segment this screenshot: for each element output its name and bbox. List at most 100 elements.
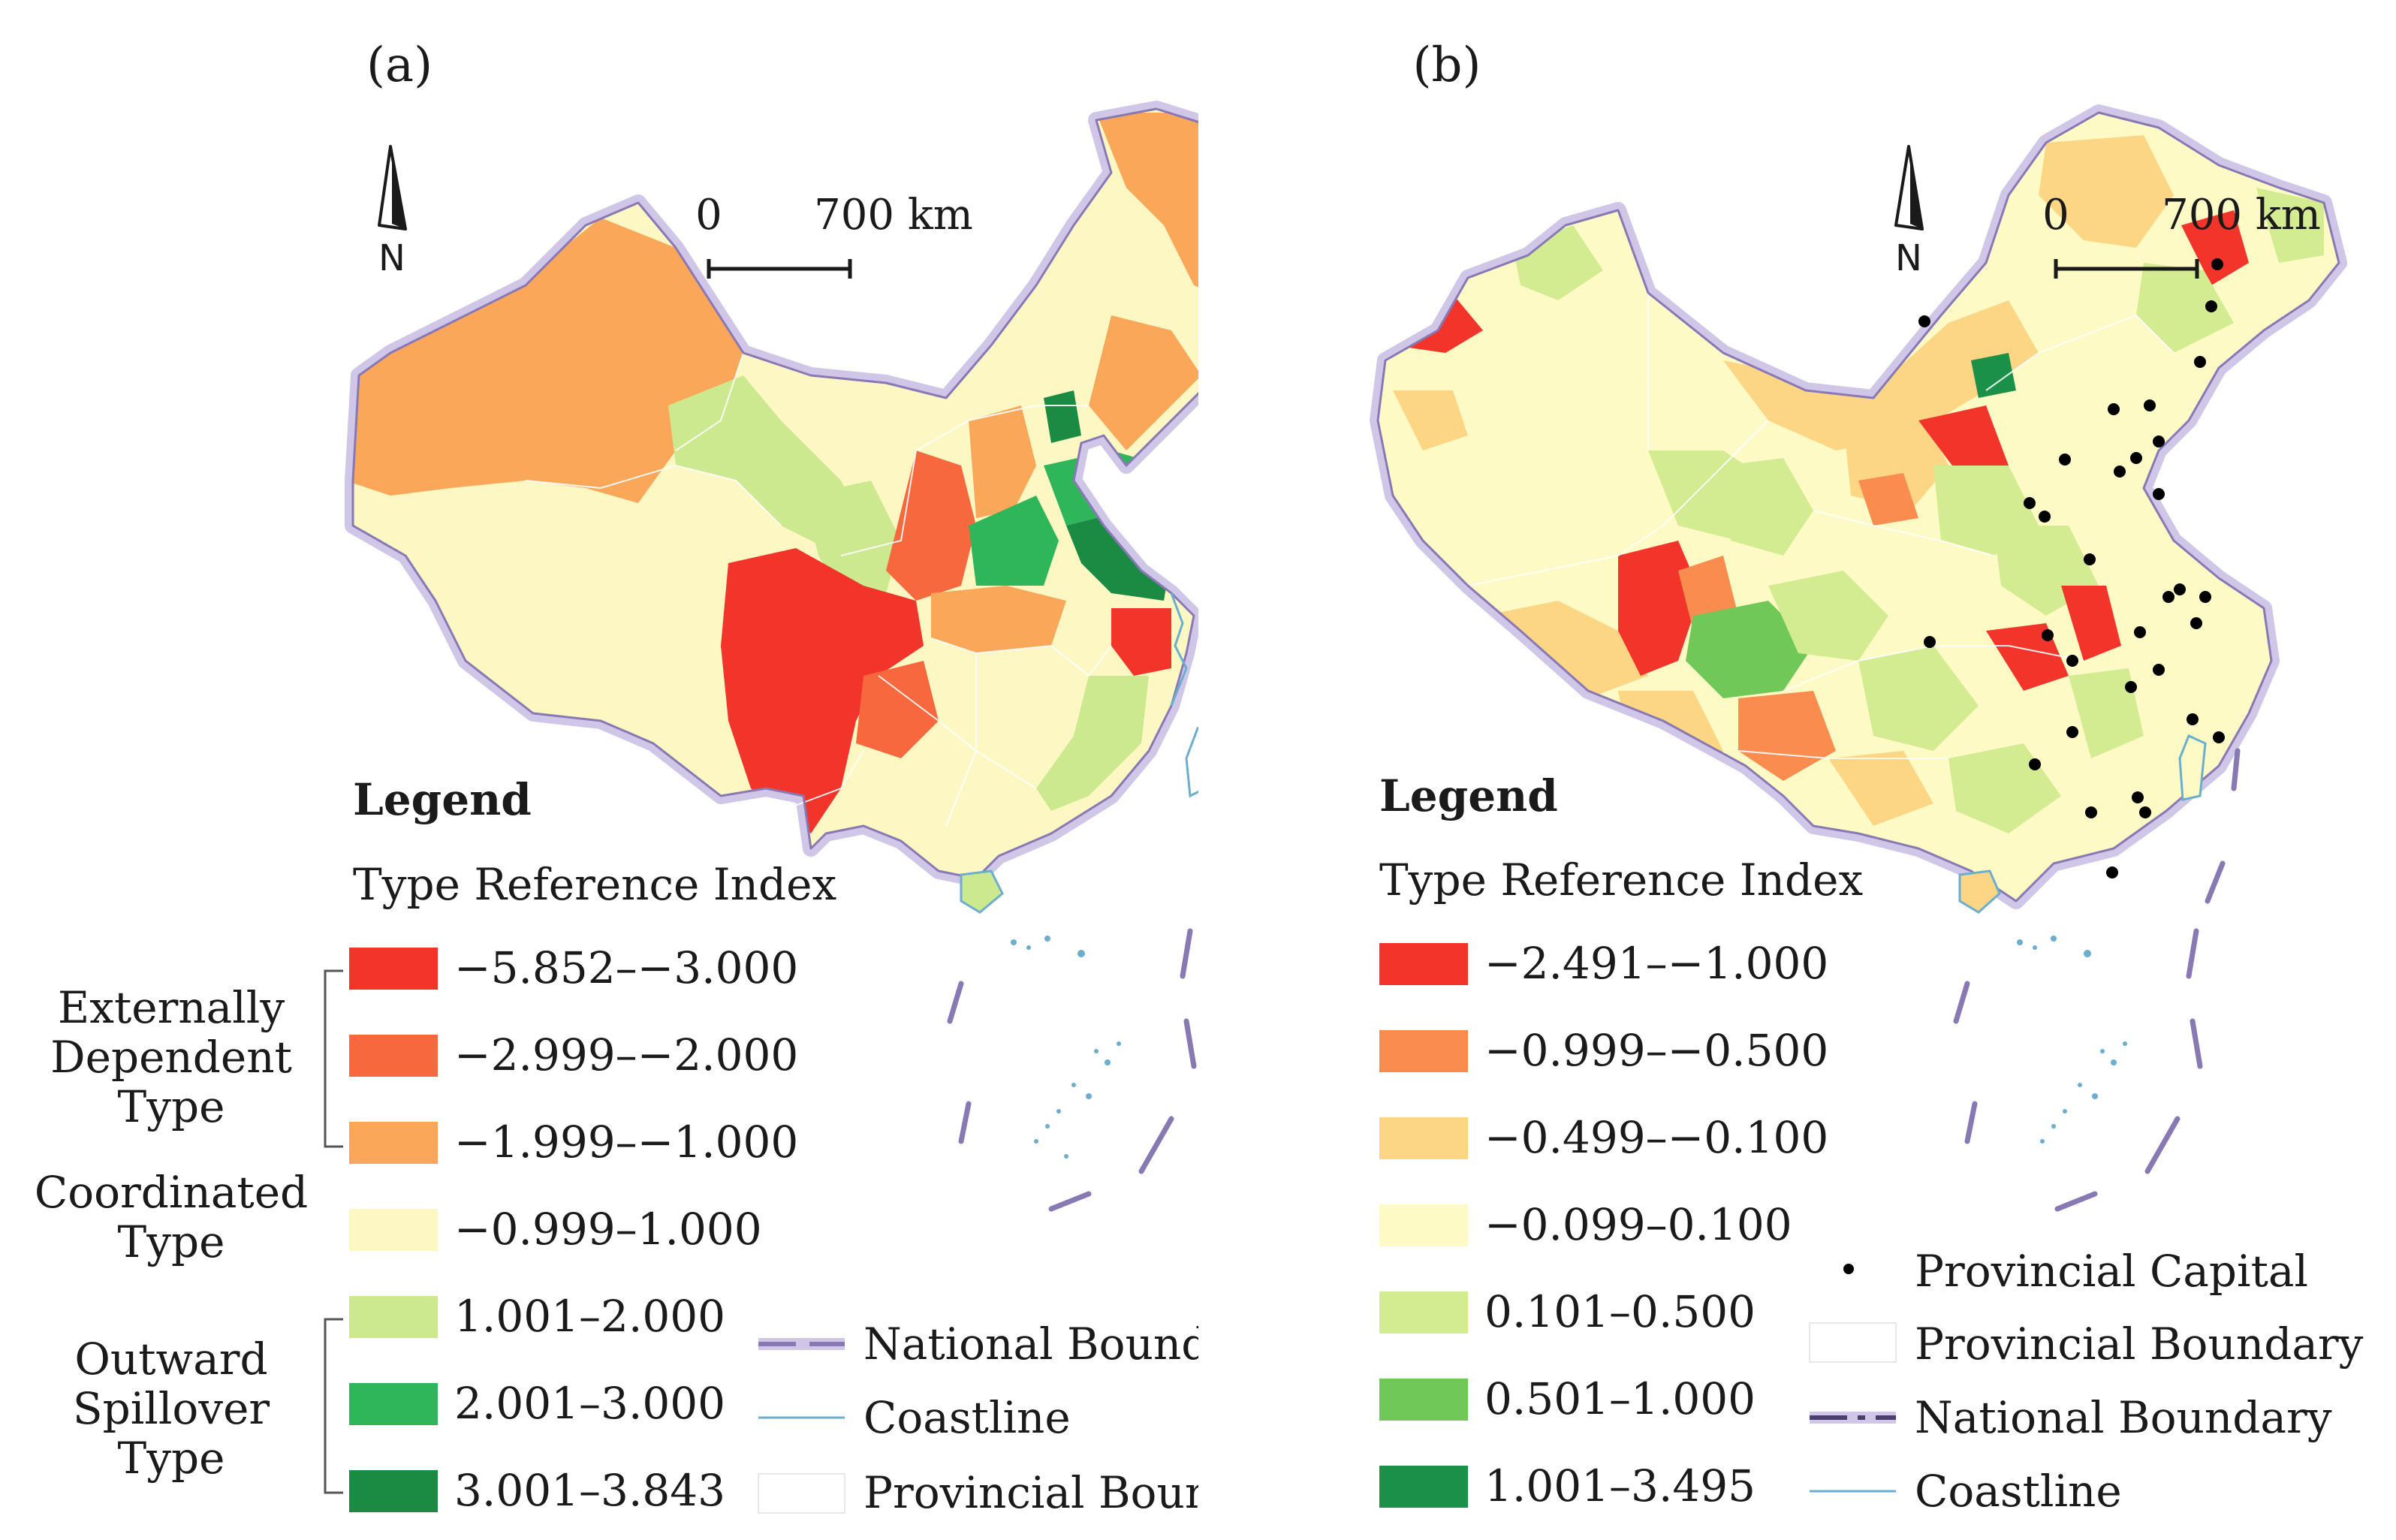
national-boundary-b bbox=[1376, 111, 2340, 903]
region-fujian bbox=[1036, 676, 1149, 811]
legend-swatch-a-4 bbox=[349, 1296, 438, 1338]
regions-a bbox=[353, 109, 1198, 878]
region-xj-orange-b bbox=[1393, 390, 1468, 451]
region-shaanxi bbox=[886, 451, 976, 601]
legend-swatch-b-5 bbox=[1379, 1379, 1468, 1421]
scale-dist-a: 700 km bbox=[814, 191, 973, 240]
legend-label-a-5: 2.001–3.000 bbox=[454, 1378, 725, 1429]
region-inner-mongolia-b bbox=[1723, 300, 2039, 451]
region-tibet-b bbox=[1483, 601, 1648, 698]
legend-group-a-2-line-0: Outward bbox=[74, 1334, 267, 1385]
legend-coastline-label-a: Coastline bbox=[863, 1392, 1071, 1443]
legend-swatch-a-6 bbox=[349, 1470, 438, 1512]
legend-title-b: Legend bbox=[1379, 770, 1558, 821]
scale-bar-a: 0 700 km bbox=[695, 191, 973, 279]
coastline-a bbox=[1170, 592, 1188, 707]
north-label-b: N bbox=[1895, 237, 1922, 279]
region-guangxi-b bbox=[1828, 751, 1933, 826]
legend-swatch-a-5 bbox=[349, 1383, 438, 1425]
legend-group-a-0-line-0: Externally bbox=[58, 982, 285, 1033]
legend-coastline-label-b: Coastline bbox=[1915, 1466, 2122, 1517]
region-hubei-b bbox=[1768, 571, 1888, 661]
legend-provincial-swatch-a bbox=[758, 1473, 845, 1514]
legend-label-a-2: −1.999–−1.000 bbox=[454, 1117, 798, 1168]
legend-group-a-0-line-2: Type bbox=[118, 1081, 225, 1132]
region-shanxi bbox=[969, 405, 1036, 518]
region-fujian-b bbox=[2069, 668, 2144, 758]
south-sea-boundary-b bbox=[1953, 748, 2241, 1212]
legend-group-a-2-line-2: Type bbox=[118, 1433, 225, 1484]
region-guizhou-b bbox=[1738, 691, 1836, 781]
region-ningxia bbox=[803, 481, 901, 593]
north-label-a: N bbox=[378, 237, 405, 279]
legend-label-a-6: 3.001–3.843 bbox=[454, 1465, 725, 1516]
region-jilin bbox=[1089, 315, 1198, 451]
legend-label-b-1: −0.999–−0.500 bbox=[1484, 1025, 1828, 1076]
legend-swatch-b-3 bbox=[1379, 1204, 1468, 1246]
brace-external-a bbox=[324, 969, 343, 1148]
legend-swatch-a-1 bbox=[349, 1035, 438, 1077]
legend-swatch-b-1 bbox=[1379, 1030, 1468, 1072]
legend-provincial-label-b: Provincial Boundary bbox=[1915, 1318, 2364, 1370]
taiwan-b bbox=[2178, 734, 2207, 801]
legend-classes-a: −5.852–−3.000 −2.999–−2.000 −1.999–−1.000 −… bbox=[349, 942, 798, 1516]
legend-national-label-b: National Boundary bbox=[1915, 1392, 2332, 1443]
scale-bar-b: 0 700 km bbox=[2042, 191, 2321, 279]
legend-swatch-a-3 bbox=[349, 1209, 438, 1251]
legend-swatch-b-4 bbox=[1379, 1291, 1468, 1334]
region-harbin-b bbox=[2181, 210, 2249, 285]
legend-swatch-b-2 bbox=[1379, 1117, 1468, 1159]
legend-label-a-4: 1.001–2.000 bbox=[454, 1291, 725, 1342]
region-guizhou bbox=[856, 661, 939, 758]
provincial-boundaries-a bbox=[525, 352, 1112, 827]
region-hubei bbox=[931, 586, 1066, 653]
legend-a: Legend Type Reference Index −5.852–−3.00… bbox=[35, 774, 1198, 1518]
legend-swatch-b-0 bbox=[1379, 943, 1468, 985]
national-boundary-a bbox=[351, 107, 1198, 880]
region-beijing-b bbox=[1971, 353, 2016, 398]
legend-subtitle-a: Type Reference Index bbox=[353, 859, 836, 910]
scale-zero-a: 0 bbox=[695, 191, 722, 240]
region-heilongjiang bbox=[1096, 113, 1198, 308]
region-beijing bbox=[1044, 390, 1081, 443]
legend-provincial-label-a: Provincial Boundary bbox=[863, 1467, 1198, 1518]
legend-label-a-3: −0.999–1.000 bbox=[454, 1204, 762, 1255]
brace-outward-a bbox=[324, 1318, 343, 1494]
panel-a: N 0 700 km (a) Legend Type Reference Ind… bbox=[35, 38, 1198, 1518]
region-shaanxi-b bbox=[1723, 458, 1813, 556]
region-henan bbox=[969, 496, 1059, 586]
legend-subtitle-b: Type Reference Index bbox=[1379, 854, 1863, 906]
panel-label-b: (b) bbox=[1413, 38, 1481, 93]
region-shanxi-orange-b bbox=[1858, 473, 1918, 526]
provincial-capitals-b bbox=[1918, 258, 2225, 878]
region-zhejiang bbox=[1111, 608, 1171, 676]
taiwan-a bbox=[1185, 726, 1198, 798]
legend-label-b-0: −2.491–−1.000 bbox=[1484, 938, 1828, 989]
legend-group-a-1-line-0: Coordinated bbox=[35, 1167, 308, 1218]
panel-label-a: (a) bbox=[366, 38, 432, 93]
north-arrow-b: N bbox=[1894, 145, 1924, 279]
legend-capital-swatch-b bbox=[1843, 1264, 1854, 1274]
region-hangzhou-b bbox=[2061, 586, 2121, 661]
legend-national-label-a: National Boundary bbox=[863, 1318, 1198, 1370]
north-arrow-a: N bbox=[378, 145, 407, 279]
south-sea-islands-a bbox=[1011, 936, 1121, 1159]
legend-swatch-a-2 bbox=[349, 1122, 438, 1164]
legend-label-b-5: 0.501–1.000 bbox=[1484, 1373, 1756, 1424]
legend-label-b-4: 0.101–0.500 bbox=[1484, 1286, 1756, 1337]
legend-label-b-2: −0.499–−0.100 bbox=[1484, 1112, 1828, 1163]
map-a: N 0 700 km (a) Legend Type Reference Ind… bbox=[35, 38, 1198, 1518]
hainan-b bbox=[1958, 869, 2001, 914]
region-central-green-b bbox=[1686, 601, 1813, 698]
region-ne-b2 bbox=[2256, 188, 2324, 263]
region-sichuan-yunnan bbox=[721, 548, 924, 833]
legend-group-a-0-line-1: Dependent bbox=[50, 1032, 292, 1083]
region-xinjiang bbox=[353, 218, 743, 503]
legend-label-b-6: 1.001–3.495 bbox=[1484, 1460, 1756, 1511]
map-b: N 0 700 km (b) Legend Type Reference Ind… bbox=[1370, 38, 2364, 1517]
legend-b: Legend Type Reference Index −2.491–−1.00… bbox=[1379, 770, 2364, 1517]
south-sea-islands-b bbox=[2017, 936, 2127, 1144]
legend-group-a-1-line-1: Type bbox=[118, 1216, 225, 1267]
scale-zero-b: 0 bbox=[2042, 191, 2069, 240]
legend-classes-b: −2.491–−1.000 −0.999–−0.500 −0.499–−0.100 −… bbox=[1379, 938, 1828, 1511]
